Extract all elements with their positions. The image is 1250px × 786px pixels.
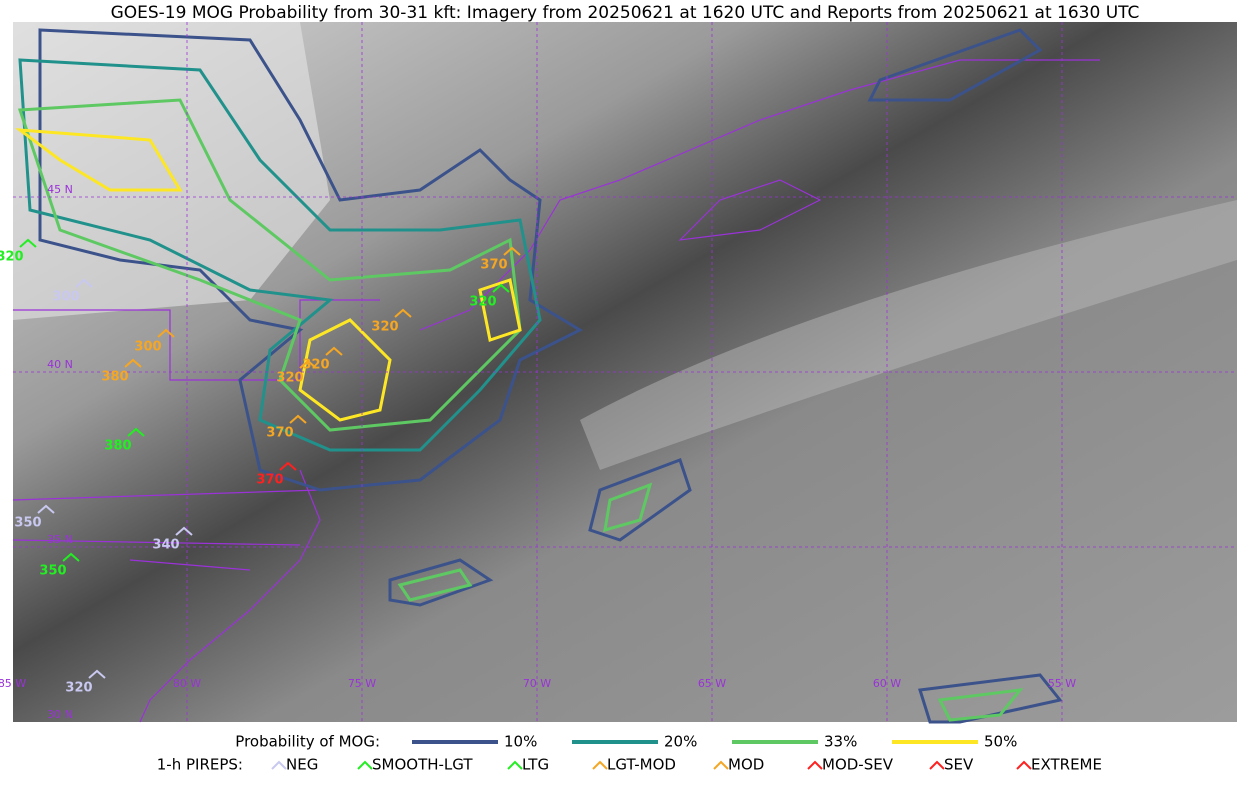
pirep-altitude: 380: [104, 439, 131, 454]
pirep-symbol: [37, 504, 55, 514]
legend-label: 10%: [504, 733, 537, 751]
legend-symbol: [271, 760, 287, 770]
pirep-altitude: 300: [134, 340, 161, 355]
title: GOES-19 MOG Probability from 30-31 kft: …: [111, 3, 1140, 23]
legend: Probability of MOG: 10% 20% 33% 50% 1-h PIREP…: [157, 733, 1102, 774]
pirep-altitude: 370: [266, 426, 293, 441]
pirep-altitude: 340: [152, 538, 179, 553]
pirep-symbol: [62, 552, 80, 562]
pirep-altitude: 300: [52, 290, 79, 305]
lon-label: 85 W: [0, 677, 26, 690]
cloud: [580, 200, 1237, 470]
pirep-symbol: [492, 283, 510, 293]
legend-symbol: [507, 760, 523, 770]
pirep-altitude: 350: [39, 564, 66, 579]
legend-label: LTG: [522, 756, 549, 774]
pirep-altitude: 320: [302, 358, 329, 373]
lon-label: 70 W: [523, 677, 551, 690]
legend-label: SMOOTH-LGT: [372, 756, 473, 774]
legend-label: EXTREME: [1031, 756, 1102, 774]
pirep-altitude: 320: [371, 320, 398, 335]
pirep-altitude: 380: [101, 370, 128, 385]
legend-symbol: [1016, 760, 1032, 770]
lat-label: 35 N: [47, 533, 73, 546]
pirep-symbol: [75, 278, 93, 288]
pirep-symbol: [157, 328, 175, 338]
pirep-altitude: 370: [480, 258, 507, 273]
legend-symbol: [807, 760, 823, 770]
legend-symbol: [592, 760, 608, 770]
pirep-altitude: 320: [469, 295, 496, 310]
pirep-altitude: 350: [14, 516, 41, 531]
lat-label: 40 N: [47, 358, 73, 371]
coastlines: [12, 59, 1100, 723]
map: 45 N 40 N 35 N 30 N 85 W 80 W 75 W 70 W 65 W 60 W…: [0, 22, 1237, 724]
pirep-symbol: [175, 526, 193, 536]
pirep-symbol: [279, 461, 297, 471]
map-labels: 45 N 40 N 35 N 30 N 85 W 80 W 75 W 70 W 65 W 60 W…: [0, 183, 1076, 721]
pirep-symbol: [325, 346, 343, 356]
lon-label: 75 W: [348, 677, 376, 690]
legend-label: 20%: [664, 733, 697, 751]
lon-label: 55 W: [1048, 677, 1076, 690]
legend-symbol: [357, 760, 373, 770]
lat-label: 30 N: [47, 708, 73, 721]
pirep-symbol: [124, 358, 142, 368]
legend-symbol: [929, 760, 945, 770]
pirep-symbol: [88, 669, 106, 679]
legend-label: 33%: [824, 733, 857, 751]
legend-label: MOD: [728, 756, 764, 774]
legend-title: Probability of MOG:: [235, 733, 380, 751]
pirep-symbol: [127, 427, 145, 437]
pirep-altitude: 320: [276, 371, 303, 386]
legend-symbol: [713, 760, 729, 770]
legend-label: LGT-MOD: [607, 756, 676, 774]
pirep-symbol: [299, 359, 317, 369]
pirep-symbol: [19, 238, 37, 248]
graticule: [13, 22, 1237, 722]
legend-label: 50%: [984, 733, 1017, 751]
legend-label: NEG: [286, 756, 318, 774]
pirep-symbol: [289, 414, 307, 424]
pirep-altitude: 320: [0, 250, 24, 265]
lon-label: 65 W: [698, 677, 726, 690]
legend-label: SEV: [944, 756, 974, 774]
contours: [14, 28, 1063, 724]
legend-title: 1-h PIREPS:: [157, 756, 243, 774]
pirep-altitude: 370: [256, 473, 283, 488]
cloud: [13, 22, 330, 320]
lat-label: 45 N: [47, 183, 73, 196]
lon-label: 80 W: [173, 677, 201, 690]
pirep-symbol: [394, 308, 412, 318]
lon-label: 60 W: [873, 677, 901, 690]
pirep-symbol: [503, 246, 521, 256]
pirep-altitude: 320: [65, 681, 92, 696]
legend-label: MOD-SEV: [822, 756, 894, 774]
